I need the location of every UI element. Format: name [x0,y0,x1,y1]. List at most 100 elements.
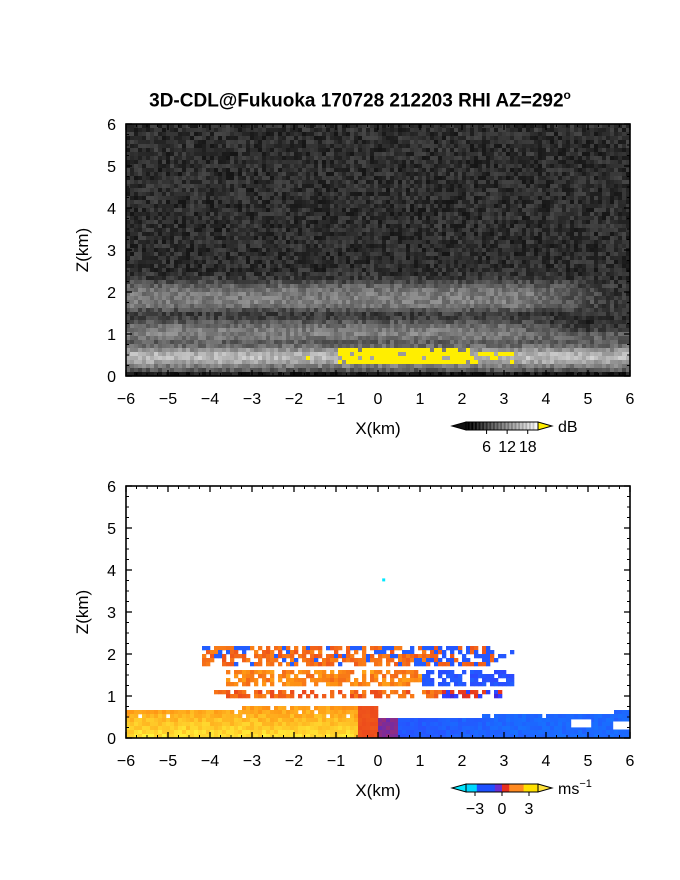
backscatter-cell [454,224,459,229]
backscatter-cell [178,188,183,193]
backscatter-cell [326,172,331,177]
backscatter-cell [406,256,411,261]
backscatter-cell [266,124,271,129]
backscatter-cell [594,272,599,277]
backscatter-cell [362,272,367,277]
backscatter-cell [382,148,387,153]
backscatter-cell [390,212,395,217]
backscatter-cell [358,156,363,161]
backscatter-cell [586,240,591,245]
backscatter-cell [358,144,363,149]
backscatter-cell [526,128,531,133]
backscatter-cell [434,212,439,217]
backscatter-cell [226,208,231,213]
backscatter-cell [278,124,283,129]
backscatter-cell [586,204,591,209]
backscatter-cell [358,224,363,229]
backscatter-cell [406,180,411,185]
backscatter-cell [522,132,527,137]
backscatter-cell [382,192,387,197]
backscatter-cell [322,132,327,137]
backscatter-cell [130,208,135,213]
backscatter-cell [358,128,363,133]
backscatter-cell [314,144,319,149]
backscatter-cell [542,144,547,149]
backscatter-cell [494,224,499,229]
backscatter-cell [190,208,195,213]
backscatter-cell [594,144,599,149]
backscatter-cell [342,160,347,165]
backscatter-cell [198,192,203,197]
backscatter-cell [462,180,467,185]
backscatter-cell [154,272,159,277]
backscatter-cell [218,264,223,269]
backscatter-cell [430,156,435,161]
backscatter-cell [326,228,331,233]
backscatter-cell [170,192,175,197]
backscatter-cell [150,236,155,241]
backscatter-cell [462,156,467,161]
backscatter-cell [126,172,131,177]
backscatter-cell [550,220,555,225]
backscatter-cell [546,184,551,189]
backscatter-cell [442,168,447,173]
backscatter-cell [486,268,491,273]
backscatter-cell [226,164,231,169]
backscatter-cell [458,272,463,277]
backscatter-cell [606,192,611,197]
backscatter-cell [522,156,527,161]
backscatter-cell [258,280,263,285]
backscatter-cell [526,272,531,277]
backscatter-cell [270,148,275,153]
backscatter-cell [510,224,515,229]
backscatter-cell [386,172,391,177]
backscatter-cell [294,172,299,177]
backscatter-cell [334,192,339,197]
backscatter-cell [342,136,347,141]
backscatter-cell [146,196,151,201]
backscatter-cell [162,212,167,217]
backscatter-cell [426,132,431,137]
backscatter-cell [290,188,295,193]
backscatter-cell [210,276,215,281]
backscatter-cell [474,272,479,277]
backscatter-cell [538,192,543,197]
backscatter-cell [534,252,539,257]
backscatter-cell [526,132,531,137]
backscatter-cell [606,136,611,141]
backscatter-cell [306,252,311,257]
backscatter-cell [370,208,375,213]
backscatter-cell [582,264,587,269]
backscatter-cell [470,152,475,157]
backscatter-cell [326,160,331,165]
backscatter-cell [294,176,299,181]
backscatter-cell [586,256,591,261]
backscatter-cell [474,192,479,197]
backscatter-cell [450,196,455,201]
backscatter-cell [370,184,375,189]
backscatter-cell [622,160,627,165]
backscatter-cell [386,176,391,181]
backscatter-cell [618,204,623,209]
backscatter-cell [458,160,463,165]
backscatter-cell [482,220,487,225]
backscatter-cell [534,232,539,237]
backscatter-cell [378,248,383,253]
backscatter-cell [130,216,135,221]
backscatter-cell [514,272,519,277]
backscatter-cell [410,248,415,253]
backscatter-cell [418,236,423,241]
backscatter-cell [258,252,263,257]
backscatter-cell [422,156,427,161]
backscatter-cell [570,252,575,257]
backscatter-cell [226,236,231,241]
backscatter-cell [442,252,447,257]
backscatter-cell [542,232,547,237]
backscatter-cell [322,256,327,261]
backscatter-cell [558,208,563,213]
backscatter-cell [310,168,315,173]
backscatter-cell [442,180,447,185]
backscatter-cell [558,272,563,277]
backscatter-cell [434,144,439,149]
backscatter-cell [514,172,519,177]
